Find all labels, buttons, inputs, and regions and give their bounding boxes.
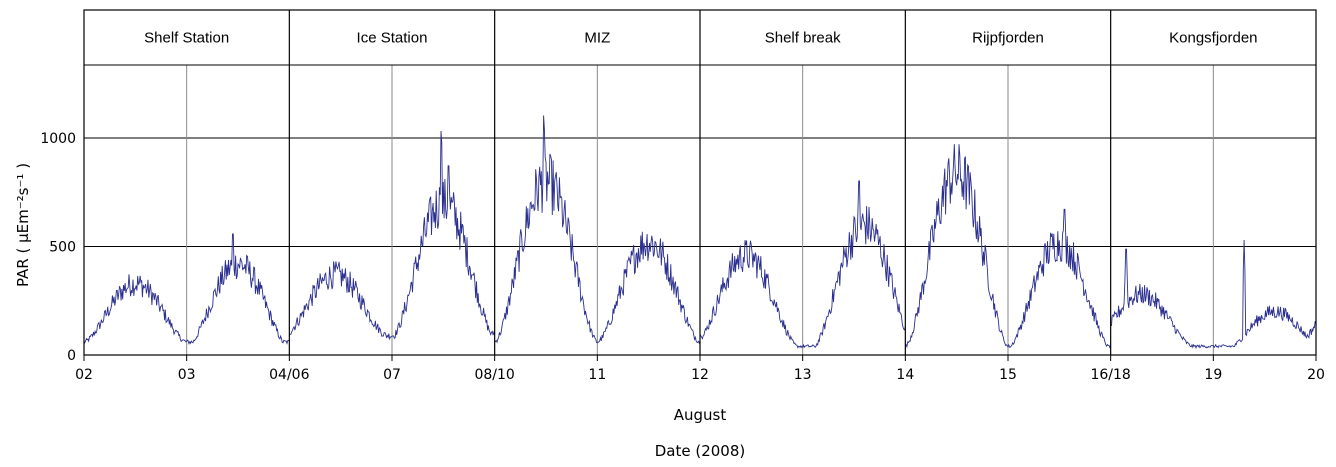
series-trace-2 — [494, 115, 701, 345]
panel-title-0: Shelf Station — [144, 30, 229, 47]
y-tick-label-1000: 1000 — [40, 131, 76, 147]
x-axis-subtitle: Date (2008) — [655, 442, 746, 460]
series-trace-3 — [699, 180, 906, 349]
x-axis-title: August — [674, 406, 727, 424]
series-trace-4 — [904, 144, 1112, 349]
x-tick-label-7: 13 — [794, 367, 812, 383]
y-axis-title: PAR ( μEm⁻²s⁻¹ ) — [14, 163, 32, 287]
series-trace-5 — [1110, 239, 1317, 350]
x-tick-label-5: 11 — [588, 367, 606, 383]
x-tick-label-6: 12 — [691, 367, 709, 383]
x-tick-label-8: 14 — [896, 367, 914, 383]
x-tick-label-3: 07 — [383, 367, 401, 383]
y-tick-label-0: 0 — [67, 348, 76, 364]
x-tick-label-1: 03 — [178, 367, 196, 383]
y-tick-label-500: 500 — [49, 240, 76, 256]
x-tick-label-0: 02 — [75, 367, 93, 383]
x-tick-label-2: 04/06 — [269, 367, 309, 383]
x-tick-label-11: 19 — [1204, 367, 1222, 383]
panel-title-1: Ice Station — [357, 30, 428, 47]
x-tick-label-12: 20 — [1307, 367, 1325, 383]
panel-title-5: Kongsfjorden — [1169, 30, 1257, 47]
series-trace-0 — [83, 233, 290, 346]
panel-title-3: Shelf break — [765, 30, 841, 47]
x-tick-label-9: 15 — [999, 367, 1017, 383]
x-tick-label-10: 16/18 — [1090, 367, 1130, 383]
panel-title-4: Rijpfjorden — [972, 30, 1044, 47]
panel-title-2: MIZ — [584, 30, 610, 47]
series-trace-1 — [289, 130, 496, 341]
x-tick-label-4: 08/10 — [474, 367, 514, 383]
